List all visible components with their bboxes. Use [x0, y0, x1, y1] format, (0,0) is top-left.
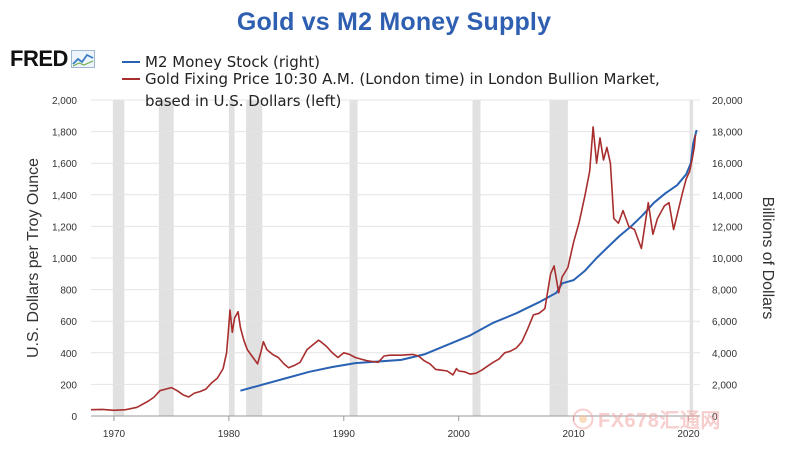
chart-plot: 1970 1980 1990 2000 2010 2020 02004006008001,…: [0, 0, 788, 459]
left-axis-ticks: 0 200 400 600 800 1,000 1,200 1,400 1,600 1,800 2,…: [52, 96, 77, 423]
fred-logo-text: FRED: [10, 46, 68, 72]
left-tick-label-3: 600: [60, 317, 77, 328]
fx678-logo-icon: [572, 408, 594, 430]
legend: M2 Money Stock (right) Gold Fixing Price…: [122, 53, 660, 110]
right-tick-label-5: 10,000: [712, 254, 743, 265]
left-tick-label-10: 2,000: [52, 96, 77, 107]
series-line-m2: [240, 130, 696, 391]
legend-label-gold-line2: based in U.S. Dollars (left): [145, 92, 341, 110]
right-tick-label-10: 20,000: [712, 96, 743, 107]
left-tick-label-1: 200: [60, 380, 77, 391]
chart-title: Gold vs M2 Money Supply: [0, 8, 788, 37]
left-tick-label-9: 1,800: [52, 128, 77, 139]
grid-lines: [91, 100, 700, 384]
fx678-watermark-text: FX678汇通网: [598, 404, 721, 433]
right-tick-label-8: 16,000: [712, 159, 743, 170]
right-tick-label-3: 6,000: [712, 317, 737, 328]
left-tick-label-8: 1,600: [52, 159, 77, 170]
left-tick-label-7: 1,400: [52, 191, 77, 202]
left-tick-label-2: 400: [60, 349, 77, 360]
series-line-gold: [91, 127, 695, 410]
right-tick-label-1: 2,000: [712, 380, 737, 391]
right-axis-title: Billions of Dollars: [759, 197, 776, 320]
chart-canvas: 1970 1980 1990 2000 2010 2020 0 200 400 600 800 1,…: [0, 0, 788, 459]
right-tick-label-7: 14,000: [712, 191, 743, 202]
right-axis-ticks: 02,0004,0006,0008,00010,00012,00014,0001…: [712, 96, 743, 423]
left-axis-title: U.S. Dollars per Troy Ounce: [25, 158, 42, 358]
x-tick-label-2: 1990: [333, 429, 356, 440]
fred-chart-icon: [71, 50, 95, 68]
fred-logo: FRED: [10, 46, 95, 72]
x-tick-label-0: 1970: [103, 429, 126, 440]
right-tick-label-6: 12,000: [712, 222, 743, 233]
right-tick-label-9: 18,000: [712, 128, 743, 139]
series-lines: [91, 127, 697, 410]
fx678-watermark: FX678汇通网: [572, 404, 721, 433]
left-tick-label-6: 1,200: [52, 222, 77, 233]
x-tick-label-3: 2000: [448, 429, 471, 440]
left-tick-label-4: 800: [60, 286, 77, 297]
legend-label-gold-line1: Gold Fixing Price 10:30 A.M. (London tim…: [145, 70, 660, 88]
right-tick-label-4: 8,000: [712, 286, 737, 297]
left-tick-label-5: 1,000: [52, 254, 77, 265]
right-tick-label-2: 4,000: [712, 349, 737, 360]
x-tick-label-1: 1980: [218, 429, 241, 440]
legend-label-m2: M2 Money Stock (right): [145, 53, 320, 71]
left-tick-label-0: 0: [71, 412, 77, 423]
